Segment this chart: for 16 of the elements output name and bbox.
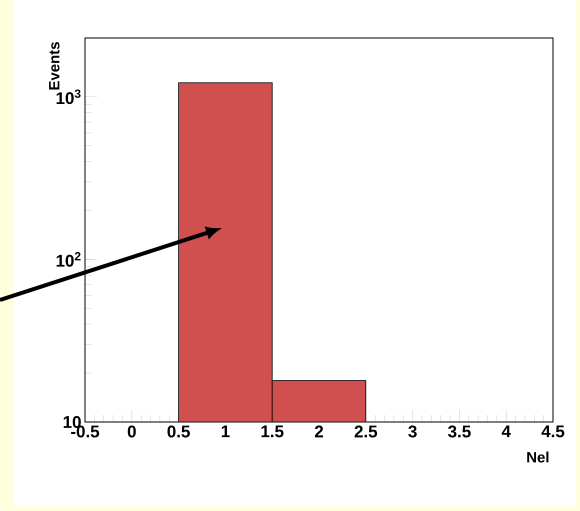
x-tick-label: 3.5 (448, 426, 471, 438)
x-tick-label: 0 (128, 426, 136, 438)
x-tick-label: -0.5 (71, 426, 100, 438)
x-tick-label: 0.5 (168, 426, 190, 438)
x-tick-label: 4.5 (541, 426, 564, 438)
x-tick-label: 2.5 (354, 426, 378, 438)
x-tick-label: 1 (222, 426, 230, 438)
x-tick-label: 1.5 (261, 426, 284, 438)
y-tick-label: 10$^{2}$ (56, 252, 81, 267)
x-tick-label: 4 (502, 426, 511, 438)
y-tick-label: 10 (64, 416, 81, 428)
x-tick-label: 3 (408, 426, 417, 438)
y-tick-label: 10$^{3}$ (56, 89, 81, 104)
x-tick-label: 2 (314, 426, 324, 438)
x-axis-title: Nel (527, 452, 548, 462)
y-axis-title: Events (49, 42, 60, 90)
